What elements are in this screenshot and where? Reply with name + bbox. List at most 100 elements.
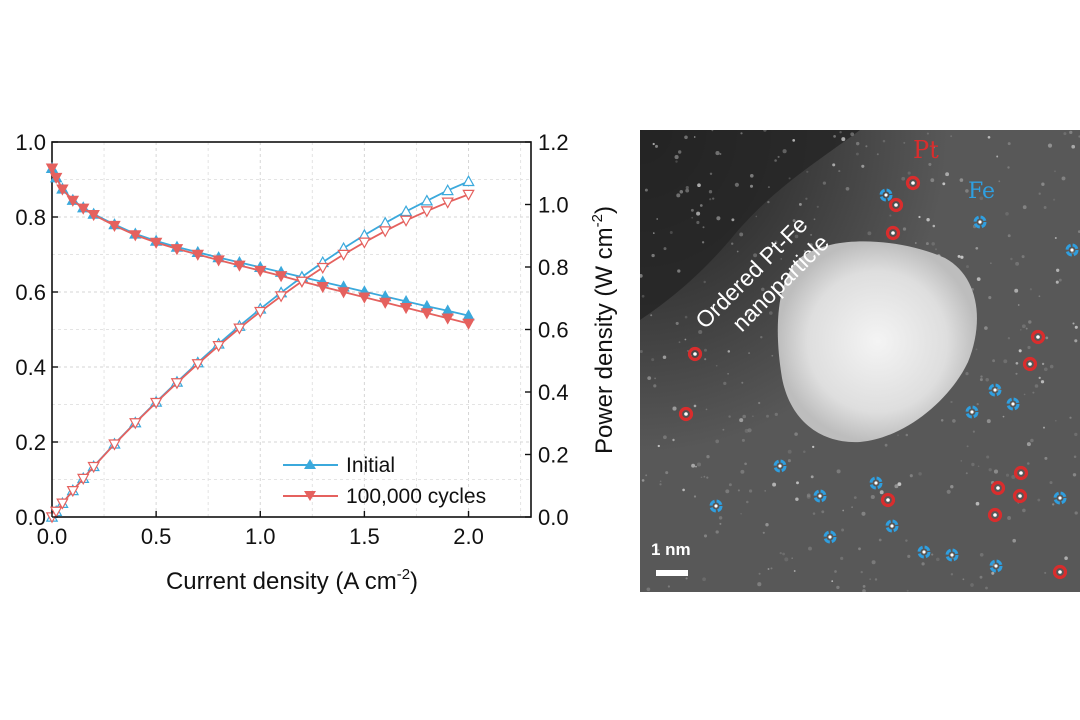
pt-atom-center: [911, 181, 915, 185]
micrograph-speckle: [795, 497, 799, 501]
micrograph-speckle: [782, 149, 787, 154]
micrograph-speckle: [737, 489, 740, 492]
micrograph-speckle: [659, 483, 662, 486]
micrograph-speckle: [882, 139, 886, 143]
voltage-point: [462, 318, 475, 330]
micrograph-speckle: [684, 135, 688, 140]
micrograph-speckle: [1007, 516, 1012, 520]
micrograph-speckle: [703, 534, 708, 538]
micrograph-speckle: [674, 155, 679, 160]
micrograph-speckle: [909, 474, 913, 478]
power-point: [149, 397, 163, 410]
micrograph-speckle: [693, 495, 697, 498]
fe-atom-center: [828, 535, 832, 539]
micrograph-speckle: [816, 205, 819, 208]
micrograph-speckle: [1023, 393, 1026, 396]
micrograph-speckle: [747, 428, 752, 433]
series-layer: [45, 161, 475, 524]
micrograph-speckle: [640, 274, 643, 278]
micrograph-speckle: [766, 414, 769, 418]
fe-atom-marker: [879, 188, 893, 202]
micrograph-speckle: [805, 197, 808, 200]
pt-atom-marker: [885, 225, 901, 241]
micrograph-speckle: [659, 480, 662, 483]
micrograph-speckle: [965, 372, 969, 376]
micrograph-speckle: [931, 145, 935, 149]
micrograph-speckle: [869, 578, 872, 581]
plot-area: 0.0 0.5 1.0 1.5 2.0 0.0 0.2 0.4 0.6 0.8 1.0 0.0 0.2 0…: [15, 130, 568, 549]
stem-micrograph: Pt Fe Ordered Pt-Fe nanoparticle 1 nm: [640, 130, 1080, 592]
micrograph-speckle: [936, 557, 940, 562]
micrograph-speckle: [897, 434, 899, 437]
micrograph-speckle: [685, 577, 688, 580]
micrograph-speckle: [988, 468, 992, 472]
micrograph-speckle: [678, 341, 681, 344]
micrograph-speckle: [716, 216, 721, 221]
micrograph-speckle: [672, 406, 677, 411]
micrograph-speckle: [832, 163, 836, 167]
fe-atom-marker: [989, 559, 1003, 573]
micrograph-speckle: [1019, 328, 1022, 331]
power-point: [441, 184, 454, 196]
micrograph-speckle: [951, 556, 954, 559]
micrograph-speckle: [711, 130, 714, 132]
micrograph-speckle: [798, 202, 802, 206]
micrograph-speckle: [734, 182, 739, 187]
micrograph-speckle: [1034, 384, 1039, 388]
voltage-point: [77, 203, 90, 215]
micrograph-speckle: [1044, 456, 1048, 460]
micrograph-speckle: [715, 364, 718, 367]
micrograph-speckle: [991, 571, 995, 575]
micrograph-speckle: [741, 274, 744, 277]
voltage-point: [420, 308, 434, 320]
micrograph-speckle: [715, 151, 720, 156]
micrograph-speckle: [889, 214, 892, 217]
y-right-tick-label: 0.8: [538, 255, 569, 280]
voltage-point: [191, 249, 205, 261]
micrograph-speckle: [742, 414, 746, 419]
micrograph-speckle: [975, 246, 979, 250]
pt-atom-marker: [678, 406, 694, 422]
legend-label-initial: Initial: [346, 454, 395, 477]
micrograph-speckle: [675, 160, 678, 163]
micrograph-speckle: [1074, 511, 1078, 515]
micrograph-speckle: [1025, 327, 1028, 330]
pt-atom-marker: [880, 492, 896, 508]
micrograph-speckle: [855, 152, 859, 156]
power-point: [399, 204, 413, 217]
y-right-tick-label: 0.4: [538, 380, 569, 405]
micrograph-speckle: [840, 556, 844, 561]
power-point: [274, 291, 288, 303]
micrograph-speckle: [905, 539, 908, 542]
micrograph-speckle: [836, 585, 840, 590]
micrograph-speckle: [962, 578, 965, 581]
micrograph-speckle: [1071, 144, 1076, 149]
atom-markers: [678, 175, 1079, 580]
voltage-point: [316, 281, 329, 294]
pt-atom-marker: [1022, 356, 1038, 372]
power-point: [295, 276, 309, 288]
micrograph-speckle: [906, 589, 909, 592]
micrograph-speckle: [708, 190, 713, 194]
micrograph-speckle: [810, 233, 813, 236]
fe-atom-marker: [823, 530, 837, 544]
voltage-point: [87, 209, 100, 222]
micrograph-speckle: [850, 132, 855, 137]
micrograph-speckle: [855, 141, 860, 146]
micrograph-speckle: [986, 419, 991, 424]
micrograph-speckle: [1038, 192, 1041, 195]
voltage-point: [274, 271, 288, 283]
micrograph-speckle: [641, 294, 645, 298]
pt-atom-center: [894, 203, 898, 207]
voltage-point: [45, 163, 59, 175]
micrograph-speckle: [1049, 364, 1054, 369]
voltage-point: [129, 230, 142, 242]
micrograph-speckle: [657, 549, 660, 552]
micrograph-speckle: [806, 493, 811, 498]
micrograph-speckle: [1022, 508, 1026, 513]
micrograph-speckle: [691, 463, 696, 468]
legend-marker-cycles: [304, 491, 316, 501]
micrograph-speckle: [879, 490, 884, 495]
micrograph-speckle: [803, 249, 806, 253]
micrograph-speckle: [654, 377, 656, 380]
